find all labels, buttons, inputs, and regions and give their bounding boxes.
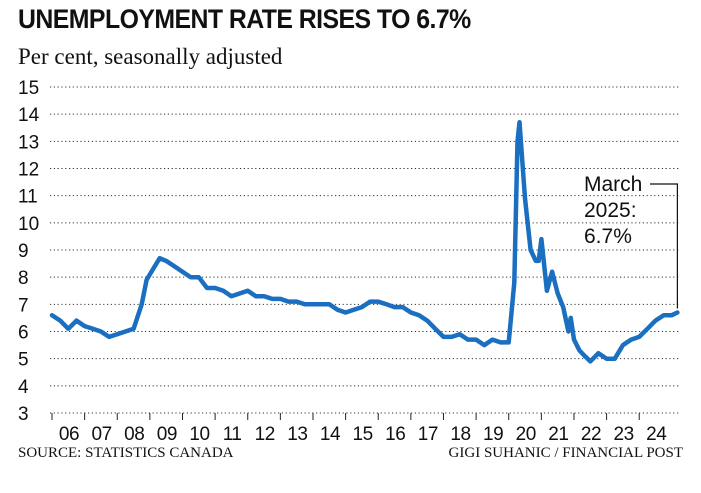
y-tick-label: 13 (18, 132, 39, 153)
y-tick-label: 3 (18, 404, 29, 425)
x-tick-label: 16 (385, 424, 405, 445)
x-tick-label: 15 (353, 424, 373, 445)
chart-subtitle: Per cent, seasonally adjusted (18, 44, 283, 69)
annotation-text: 6.7% (584, 225, 632, 248)
y-axis-tick-labels: 3 4 5 6 7 8 9 10 11 12 13 14 15 (18, 78, 40, 425)
y-tick-label: 5 (18, 350, 29, 371)
y-tick-label: 10 (18, 214, 39, 235)
x-tick-label: 21 (548, 424, 568, 445)
annotation-leader-line (650, 183, 678, 309)
x-tick-label: 06 (59, 424, 79, 445)
x-tick-label: 23 (614, 424, 634, 445)
credit-note: GIGI SUHANIC / FINANCIAL POST (448, 445, 683, 461)
y-tick-label: 8 (18, 268, 29, 289)
x-tick-label: 22 (581, 424, 601, 445)
y-tick-label: 15 (18, 78, 39, 99)
x-tick-label: 17 (418, 424, 438, 445)
x-tick-label: 07 (92, 424, 112, 445)
y-tick-label: 6 (18, 323, 29, 344)
series-layer (49, 120, 680, 364)
x-tick-label: 13 (287, 424, 307, 445)
x-tick-label: 08 (124, 424, 144, 445)
annotation-text: March (584, 173, 642, 196)
gridlines (50, 86, 680, 414)
x-tick-label: 12 (255, 424, 275, 445)
annotation: March 2025: 6.7% (584, 173, 678, 309)
source-note: SOURCE: STATISTICS CANADA (18, 445, 234, 461)
y-tick-label: 14 (18, 105, 40, 126)
x-axis-tick-labels: 06 07 08 09 10 11 12 13 14 15 16 17 18 19 20 21 22 23 24 (51, 413, 668, 445)
x-tick-label: 24 (646, 424, 667, 445)
y-tick-label: 4 (18, 377, 29, 398)
y-tick-label: 9 (18, 241, 29, 262)
x-tick-label: 11 (223, 424, 242, 445)
series-line-unemployment-rate (49, 120, 680, 364)
x-tick-label: 10 (189, 424, 209, 445)
chart-title: UNEMPLOYMENT RATE RISES TO 6.7% (18, 4, 471, 34)
x-tick-label: 14 (320, 424, 341, 445)
x-tick-label: 20 (516, 424, 536, 445)
y-tick-label: 12 (18, 160, 39, 181)
y-tick-label: 7 (18, 295, 29, 316)
x-tick-label: 19 (483, 424, 503, 445)
annotation-text: 2025: (584, 199, 637, 222)
y-tick-label: 11 (18, 187, 38, 208)
x-tick-label: 09 (157, 424, 177, 445)
x-tick-label: 18 (450, 424, 470, 445)
